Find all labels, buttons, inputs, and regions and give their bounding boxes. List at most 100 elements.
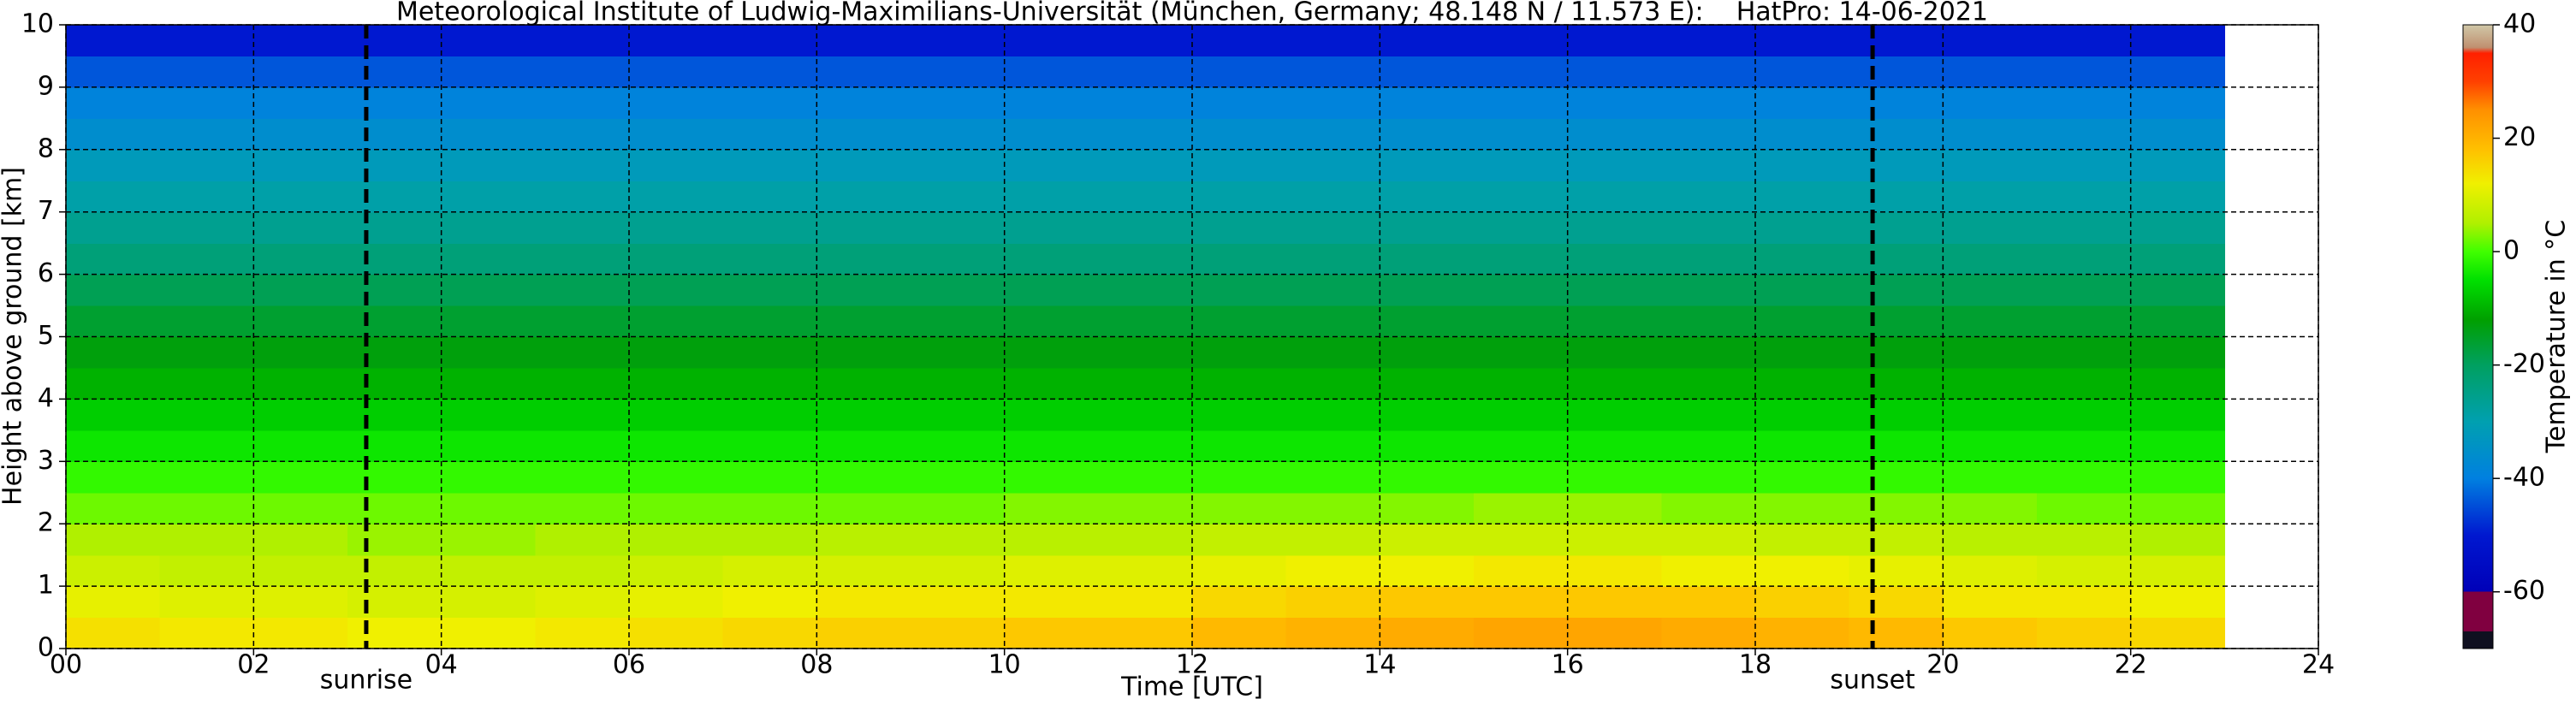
heatmap-cell bbox=[2130, 149, 2225, 181]
heatmap-cell bbox=[629, 211, 724, 244]
heatmap-cell bbox=[253, 86, 348, 119]
heatmap-cell bbox=[441, 243, 536, 275]
heatmap-cell bbox=[441, 461, 536, 494]
heatmap-cell bbox=[1004, 305, 1099, 338]
heatmap-cell bbox=[1098, 461, 1193, 494]
heatmap-cell bbox=[1004, 554, 1099, 587]
heatmap-cell bbox=[253, 25, 348, 57]
heatmap-cell bbox=[1098, 86, 1193, 119]
heatmap-cell bbox=[1755, 554, 1850, 587]
heatmap-cell bbox=[159, 274, 254, 306]
heatmap-cell bbox=[2130, 617, 2225, 649]
heatmap-cell bbox=[1474, 492, 1569, 524]
heatmap-cell bbox=[1474, 336, 1569, 369]
heatmap-cell bbox=[1755, 181, 1850, 213]
heatmap-cell bbox=[347, 492, 442, 524]
heatmap-cell bbox=[159, 118, 254, 151]
heatmap-cell bbox=[1849, 430, 1944, 462]
heatmap-cell bbox=[347, 243, 442, 275]
heatmap-cell bbox=[629, 336, 724, 369]
heatmap-cell bbox=[1004, 86, 1099, 119]
heatmap-cell bbox=[159, 461, 254, 494]
heatmap-cell bbox=[2037, 118, 2132, 151]
heatmap-cell bbox=[722, 524, 817, 556]
heatmap-cell bbox=[2130, 399, 2225, 431]
heatmap-cell bbox=[722, 430, 817, 462]
heatmap-cell bbox=[535, 56, 630, 88]
x-tick-label: 04 bbox=[425, 650, 458, 680]
y-tick-label: 5 bbox=[38, 321, 54, 351]
x-tick-label: 22 bbox=[2115, 650, 2147, 680]
heatmap-cell bbox=[1755, 399, 1850, 431]
heatmap-cell bbox=[1004, 118, 1099, 151]
heatmap-cell bbox=[2037, 430, 2132, 462]
heatmap-cell bbox=[629, 149, 724, 181]
heatmap-cell bbox=[253, 243, 348, 275]
heatmap-cell bbox=[253, 181, 348, 213]
heatmap-cell bbox=[347, 617, 442, 649]
heatmap-cell bbox=[441, 524, 536, 556]
heatmap-cell bbox=[2037, 554, 2132, 587]
heatmap-cell bbox=[722, 367, 817, 400]
heatmap-cell bbox=[1380, 86, 1475, 119]
heatmap-cell bbox=[441, 56, 536, 88]
heatmap-cell bbox=[1567, 274, 1662, 306]
heatmap-cell bbox=[347, 461, 442, 494]
heatmap-cell bbox=[66, 181, 161, 213]
heatmap-cell bbox=[535, 586, 630, 619]
heatmap-cell bbox=[2037, 461, 2132, 494]
heatmap-cell bbox=[911, 367, 1006, 400]
heatmap-cell bbox=[1380, 25, 1475, 57]
heatmap-cell bbox=[1285, 336, 1380, 369]
heatmap-cell bbox=[2037, 492, 2132, 524]
heatmap-cell bbox=[1943, 305, 2038, 338]
heatmap-cell bbox=[1380, 56, 1475, 88]
heatmap-cell bbox=[816, 211, 911, 244]
heatmap-cell bbox=[911, 86, 1006, 119]
heatmap-cell bbox=[535, 181, 630, 213]
heatmap-cell bbox=[1192, 243, 1287, 275]
heatmap-cell bbox=[722, 243, 817, 275]
annotation-label: sunset bbox=[1830, 666, 1915, 696]
heatmap-cell bbox=[66, 25, 161, 57]
heatmap-cell bbox=[1285, 56, 1380, 88]
heatmap-cell bbox=[911, 492, 1006, 524]
heatmap-cell bbox=[535, 461, 630, 494]
heatmap-cell bbox=[1380, 492, 1475, 524]
heatmap-cell bbox=[816, 25, 911, 57]
heatmap-cell bbox=[816, 118, 911, 151]
heatmap-cell bbox=[1380, 243, 1475, 275]
heatmap-cell bbox=[2037, 25, 2132, 57]
heatmap-cell bbox=[1474, 524, 1569, 556]
heatmap-cell bbox=[629, 430, 724, 462]
heatmap-cell bbox=[1661, 181, 1756, 213]
heatmap-cell bbox=[1004, 211, 1099, 244]
heatmap-cell bbox=[253, 492, 348, 524]
heatmap-cell bbox=[722, 399, 817, 431]
heatmap-cell bbox=[159, 25, 254, 57]
heatmap-cell bbox=[1661, 524, 1756, 556]
heatmap-cell bbox=[2037, 586, 2132, 619]
heatmap-cell bbox=[1098, 118, 1193, 151]
heatmap-cell bbox=[1567, 336, 1662, 369]
heatmap-cell bbox=[535, 492, 630, 524]
heatmap-cell bbox=[1567, 524, 1662, 556]
heatmap-cell bbox=[1285, 367, 1380, 400]
heatmap-cell bbox=[816, 86, 911, 119]
heatmap-cell bbox=[441, 211, 536, 244]
heatmap-cell bbox=[1192, 86, 1287, 119]
heatmap-cell bbox=[1849, 586, 1944, 619]
heatmap-cell bbox=[1004, 586, 1099, 619]
heatmap-cell bbox=[1661, 243, 1756, 275]
heatmap-cell bbox=[2037, 56, 2132, 88]
heatmap-cell bbox=[1380, 181, 1475, 213]
heatmap-cell bbox=[1192, 305, 1287, 338]
heatmap-cell bbox=[1192, 118, 1287, 151]
heatmap-cell bbox=[1661, 461, 1756, 494]
heatmap-cell bbox=[1380, 305, 1475, 338]
heatmap-cell bbox=[816, 399, 911, 431]
heatmap-cell bbox=[629, 56, 724, 88]
heatmap-cell bbox=[2037, 524, 2132, 556]
heatmap-cell bbox=[1192, 211, 1287, 244]
